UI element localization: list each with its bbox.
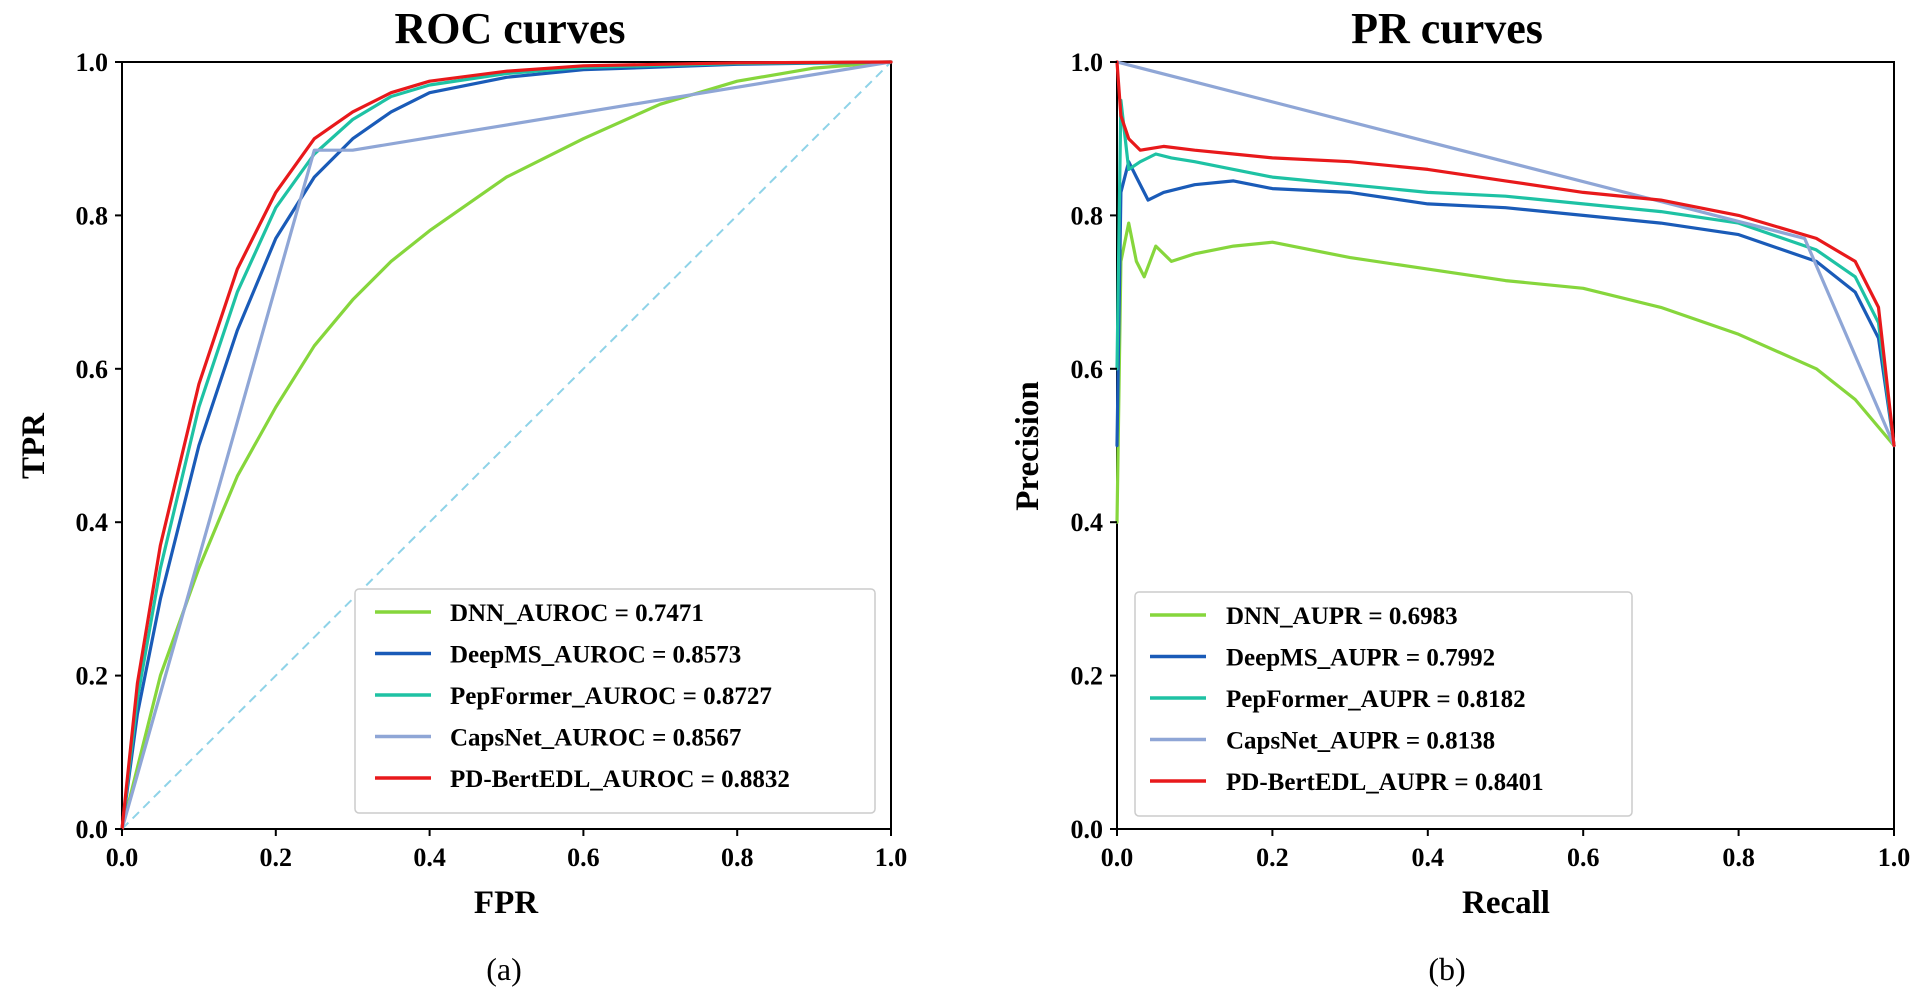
roc-chart-title: ROC curves (395, 4, 626, 53)
roc-y-tick-label: 0.8 (76, 201, 109, 230)
roc-x-tick-label: 1.0 (875, 843, 908, 872)
pr-y-tick-label: 0.2 (1071, 662, 1104, 691)
roc-series-line-2 (120, 60, 893, 831)
roc-x-axis-label: FPR (474, 885, 539, 921)
roc-x-ticks: 0.0 0.2 0.4 0.6 0.8 1.0 (106, 829, 908, 872)
roc-legend-box (354, 588, 876, 814)
pr-x-axis-label: Recall (1462, 885, 1550, 921)
pr-y-tick-label: 0.6 (1071, 355, 1104, 384)
pr-legend-label-0: DNN_AUPR = 0.6983 (1226, 603, 1458, 630)
roc-legend: DNN_AUROC = 0.7471 DeepMS_AUROC = 0.8573 P… (354, 588, 876, 814)
pr-x-tick-label: 0.4 (1412, 843, 1445, 872)
pr-x-tick-label: 0.6 (1567, 843, 1600, 872)
roc-legend-label-2: PepFormer_AUROC = 0.8727 (450, 683, 772, 710)
pr-series-line-0 (1115, 221, 1896, 524)
pr-y-tick-label: 1.0 (1071, 48, 1104, 77)
pr-y-tick-label: 0.8 (1071, 201, 1104, 230)
pr-x-tick-label: 1.0 (1878, 843, 1911, 872)
pr-series-line-2 (1115, 98, 1896, 448)
roc-y-tick-label: 0.2 (76, 662, 109, 691)
pr-legend-label-4: PD-BertEDL_AUPR = 0.8401 (1226, 769, 1544, 796)
roc-series-line-3 (120, 60, 893, 831)
roc-plot-frame (121, 61, 892, 830)
pr-panel-label: (b) (1428, 951, 1465, 987)
pr-x-tick-label: 0.0 (1101, 843, 1134, 872)
pr-series-line-1 (1115, 160, 1896, 448)
roc-series-line-1 (120, 60, 893, 831)
roc-legend-label-3: CapsNet_AUROC = 0.8567 (450, 725, 741, 752)
roc-y-tick-label: 0.6 (76, 355, 109, 384)
roc-legend-label-4: PD-BertEDL_AUROC = 0.8832 (450, 766, 790, 793)
pr-legend-label-2: PepFormer_AUPR = 0.8182 (1226, 686, 1526, 713)
roc-x-tick-label: 0.6 (567, 843, 600, 872)
roc-y-tick-label: 0.4 (76, 508, 109, 537)
roc-chance-diagonal (121, 61, 892, 830)
roc-y-tick-label: 0.0 (76, 815, 109, 844)
pr-plot-area (1115, 60, 1896, 524)
pr-legend-label-1: DeepMS_AUPR = 0.7992 (1226, 645, 1495, 672)
pr-y-tick-label: 0.4 (1071, 508, 1104, 537)
pr-y-axis-label: Precision (1010, 381, 1046, 511)
pr-legend-box (1134, 591, 1633, 817)
pr-y-ticks: 0.0 0.2 0.4 0.6 0.8 1.0 (1071, 48, 1117, 844)
roc-chart: ROC curves 0.0 0.2 0.4 0.6 0.8 1.0 0.00.20.40… (16, 4, 907, 987)
roc-y-axis-label: TPR (16, 412, 52, 479)
roc-x-tick-label: 0.0 (106, 843, 139, 872)
roc-legend-label-1: DeepMS_AUROC = 0.8573 (450, 642, 741, 669)
roc-series-line-4 (120, 60, 893, 831)
roc-x-tick-label: 0.8 (721, 843, 754, 872)
roc-x-tick-label: 0.4 (413, 843, 446, 872)
roc-y-ticks: 0.0 0.2 0.4 0.6 0.8 1.0 (76, 48, 122, 844)
roc-plot-area (120, 60, 893, 831)
pr-x-ticks: 0.0 0.2 0.4 0.6 0.8 1.0 (1101, 829, 1911, 872)
pr-series-line-3 (1115, 60, 1896, 448)
roc-panel-label: (a) (486, 951, 522, 987)
roc-y-tick-label: 1.0 (76, 48, 109, 77)
pr-y-tick-label: 0.0 (1071, 815, 1104, 844)
pr-x-tick-label: 0.2 (1256, 843, 1289, 872)
roc-legend-label-0: DNN_AUROC = 0.7471 (450, 600, 704, 627)
pr-legend-label-3: CapsNet_AUPR = 0.8138 (1226, 728, 1495, 755)
pr-x-tick-label: 0.8 (1722, 843, 1755, 872)
pr-series-line-4 (1115, 60, 1896, 448)
pr-chart-title: PR curves (1351, 4, 1543, 53)
roc-x-tick-label: 0.2 (260, 843, 293, 872)
pr-legend: DNN_AUPR = 0.6983 DeepMS_AUPR = 0.7992 Pep… (1134, 591, 1633, 817)
pr-chart: PR curves 0.0 0.2 0.4 0.6 0.8 1.0 0.00.20.40.… (1010, 4, 1910, 987)
